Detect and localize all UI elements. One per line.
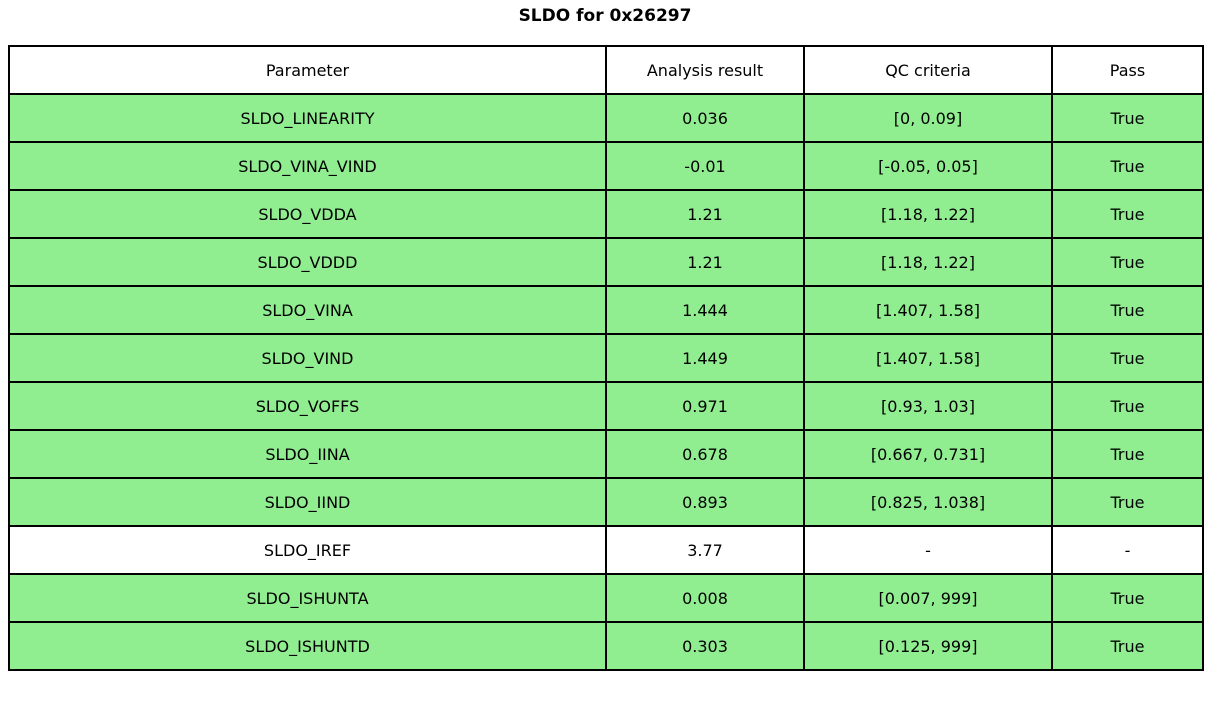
table-body: SLDO_LINEARITY 0.036 [0, 0.09] True SLDO_VIN… bbox=[8, 93, 1204, 671]
cell-criteria: [1.407, 1.58] bbox=[803, 333, 1053, 383]
cell-result: 0.303 bbox=[605, 621, 805, 671]
cell-result: -0.01 bbox=[605, 141, 805, 191]
cell-criteria: [0, 0.09] bbox=[803, 93, 1053, 143]
cell-parameter: SLDO_VOFFS bbox=[8, 381, 607, 431]
cell-pass: True bbox=[1051, 189, 1204, 239]
table-row: SLDO_VINA_VIND -0.01 [-0.05, 0.05] True bbox=[8, 141, 1204, 191]
cell-pass: True bbox=[1051, 93, 1204, 143]
col-header-analysis-result: Analysis result bbox=[605, 45, 805, 95]
col-header-pass: Pass bbox=[1051, 45, 1204, 95]
table-row: SLDO_ISHUNTD 0.303 [0.125, 999] True bbox=[8, 621, 1204, 671]
cell-pass: True bbox=[1051, 573, 1204, 623]
cell-criteria: - bbox=[803, 525, 1053, 575]
cell-parameter: SLDO_IIND bbox=[8, 477, 607, 527]
cell-result: 0.678 bbox=[605, 429, 805, 479]
cell-parameter: SLDO_IREF bbox=[8, 525, 607, 575]
table-row: SLDO_IIND 0.893 [0.825, 1.038] True bbox=[8, 477, 1204, 527]
cell-parameter: SLDO_VINA bbox=[8, 285, 607, 335]
table-row: SLDO_VDDA 1.21 [1.18, 1.22] True bbox=[8, 189, 1204, 239]
cell-pass: True bbox=[1051, 141, 1204, 191]
cell-criteria: [0.93, 1.03] bbox=[803, 381, 1053, 431]
table-row: SLDO_IREF 3.77- - bbox=[8, 525, 1204, 575]
cell-parameter: SLDO_ISHUNTD bbox=[8, 621, 607, 671]
page-title: SLDO for 0x26297 bbox=[518, 6, 692, 26]
cell-pass: True bbox=[1051, 477, 1204, 527]
cell-pass: True bbox=[1051, 285, 1204, 335]
cell-result: 1.444 bbox=[605, 285, 805, 335]
cell-parameter: SLDO_VINA_VIND bbox=[8, 141, 607, 191]
cell-parameter: SLDO_VIND bbox=[8, 333, 607, 383]
cell-pass: True bbox=[1051, 333, 1204, 383]
header-row: Parameter Analysis result QC criteria Pa… bbox=[8, 45, 1204, 95]
cell-result: 0.008 bbox=[605, 573, 805, 623]
cell-criteria: [1.18, 1.22] bbox=[803, 237, 1053, 287]
cell-criteria: [0.125, 999] bbox=[803, 621, 1053, 671]
cell-pass: True bbox=[1051, 237, 1204, 287]
cell-criteria: [1.18, 1.22] bbox=[803, 189, 1053, 239]
cell-result: 0.971 bbox=[605, 381, 805, 431]
cell-pass: True bbox=[1051, 381, 1204, 431]
cell-criteria: [1.407, 1.58] bbox=[803, 285, 1053, 335]
cell-pass: True bbox=[1051, 621, 1204, 671]
cell-parameter: SLDO_VDDD bbox=[8, 237, 607, 287]
table-row: SLDO_IINA 0.678 [0.667, 0.731] True bbox=[8, 429, 1204, 479]
cell-result: 3.77 bbox=[605, 525, 805, 575]
cell-criteria: [0.007, 999] bbox=[803, 573, 1053, 623]
table-row: SLDO_VOFFS 0.971 [0.93, 1.03] True bbox=[8, 381, 1204, 431]
cell-pass: - bbox=[1051, 525, 1204, 575]
qc-results-table: Parameter Analysis result QC criteria Pa… bbox=[8, 45, 1204, 671]
cell-result: 0.893 bbox=[605, 477, 805, 527]
col-header-parameter: Parameter bbox=[8, 45, 607, 95]
cell-result: 1.21 bbox=[605, 189, 805, 239]
cell-result: 1.21 bbox=[605, 237, 805, 287]
table-row: SLDO_VIND 1.449 [1.407, 1.58] True bbox=[8, 333, 1204, 383]
cell-result: 0.036 bbox=[605, 93, 805, 143]
cell-parameter: SLDO_IINA bbox=[8, 429, 607, 479]
table-row: SLDO_ISHUNTA 0.008 [0.007, 999] True bbox=[8, 573, 1204, 623]
cell-pass: True bbox=[1051, 429, 1204, 479]
cell-criteria: [0.667, 0.731] bbox=[803, 429, 1053, 479]
table-row: SLDO_LINEARITY 0.036 [0, 0.09] True bbox=[8, 93, 1204, 143]
table-row: SLDO_VDDD 1.21 [1.18, 1.22] True bbox=[8, 237, 1204, 287]
cell-criteria: [-0.05, 0.05] bbox=[803, 141, 1053, 191]
cell-parameter: SLDO_LINEARITY bbox=[8, 93, 607, 143]
table-row: SLDO_VINA 1.444 [1.407, 1.58] True bbox=[8, 285, 1204, 335]
col-header-qc-criteria: QC criteria bbox=[803, 45, 1053, 95]
cell-result: 1.449 bbox=[605, 333, 805, 383]
cell-parameter: SLDO_VDDA bbox=[8, 189, 607, 239]
cell-criteria: [0.825, 1.038] bbox=[803, 477, 1053, 527]
cell-parameter: SLDO_ISHUNTA bbox=[8, 573, 607, 623]
